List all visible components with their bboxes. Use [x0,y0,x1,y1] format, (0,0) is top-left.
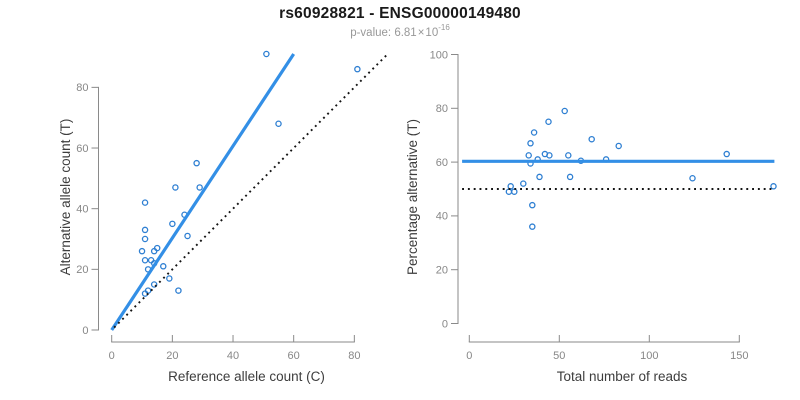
right-data-point [529,223,536,230]
right-x-tick-label: 0 [466,350,472,362]
right-data-point [770,183,777,190]
right-y-tick-label: 100 [430,49,448,61]
left-data-point [144,287,152,294]
right-data-point [546,152,553,159]
left-data-point [141,256,149,264]
left-data-point [150,247,158,255]
left-data-point [169,220,176,228]
regression-line [110,53,296,331]
right-data-point [545,118,552,126]
right-data-point [507,183,514,190]
left-x-tick-label: 0 [109,350,115,362]
right-data-point [723,150,730,158]
right-x-tick-label: 150 [730,350,748,362]
right-x-axis-title: Total number of reads [557,369,688,384]
left-data-point [275,120,282,128]
right-data-point [520,180,527,187]
left-data-point [150,281,158,288]
left-data-point [166,275,173,282]
left-data-point [160,263,167,270]
p-value-prefix: p-value: [350,26,395,39]
right-y-axis-title: Percentage alternative (T) [405,119,420,275]
right-y-tick-label: 0 [442,318,448,330]
left-data-point [172,184,179,191]
left-data-point [196,184,203,191]
right-data-point [536,173,543,181]
left-data-point [263,50,270,58]
left-x-axis-title: Reference allele count (C) [168,369,325,384]
left-y-tick-label: 60 [76,143,88,155]
left-data-point [193,159,200,167]
left-x-tick-label: 40 [227,350,239,362]
left-data-point [141,226,149,234]
right-data-point [529,201,536,209]
p-value-subtitle: p-value: 6.81×10-16 [0,23,800,39]
right-y-tick-label: 60 [436,157,448,169]
plot-title: rs60928821 - ENSG00000149480 [279,5,521,22]
left-data-point [153,244,161,252]
identity-line [113,54,387,329]
right-data-point [561,107,568,115]
left-x-tick-label: 20 [166,350,178,362]
right-data-point [527,140,534,147]
p-value-mantissa: 6.81 [394,26,417,39]
right-data-point [565,152,572,159]
multiplication-sign: × [417,26,425,39]
right-x-tick-label: 100 [640,350,658,362]
right-x-tick-label: 50 [553,350,565,362]
right-data-point [588,135,595,143]
left-data-point [138,247,146,255]
left-x-tick-label: 60 [288,350,300,362]
left-y-tick-label: 20 [76,264,88,276]
p-value-base: 10 [425,26,439,39]
right-y-tick-label: 40 [436,211,448,223]
left-x-tick-label: 80 [348,350,360,362]
left-y-tick-label: 40 [76,203,88,215]
right-data-point [525,152,532,159]
left-data-point [141,199,149,206]
left-data-point [184,232,191,240]
left-data-point [354,65,361,73]
right-y-tick-label: 20 [436,265,448,277]
left-y-tick-label: 0 [82,325,88,337]
right-data-point [530,129,538,136]
left-y-tick-label: 80 [76,82,88,94]
left-y-axis-title: Alternative allele count (T) [58,119,73,276]
right-y-tick-label: 80 [436,103,448,115]
right-data-point [689,174,696,182]
right-data-point [615,142,622,150]
left-data-point [147,256,155,264]
p-value-exponent: -16 [438,23,450,32]
right-data-point [566,173,574,181]
left-data-point [141,235,149,243]
left-data-point [175,287,182,294]
